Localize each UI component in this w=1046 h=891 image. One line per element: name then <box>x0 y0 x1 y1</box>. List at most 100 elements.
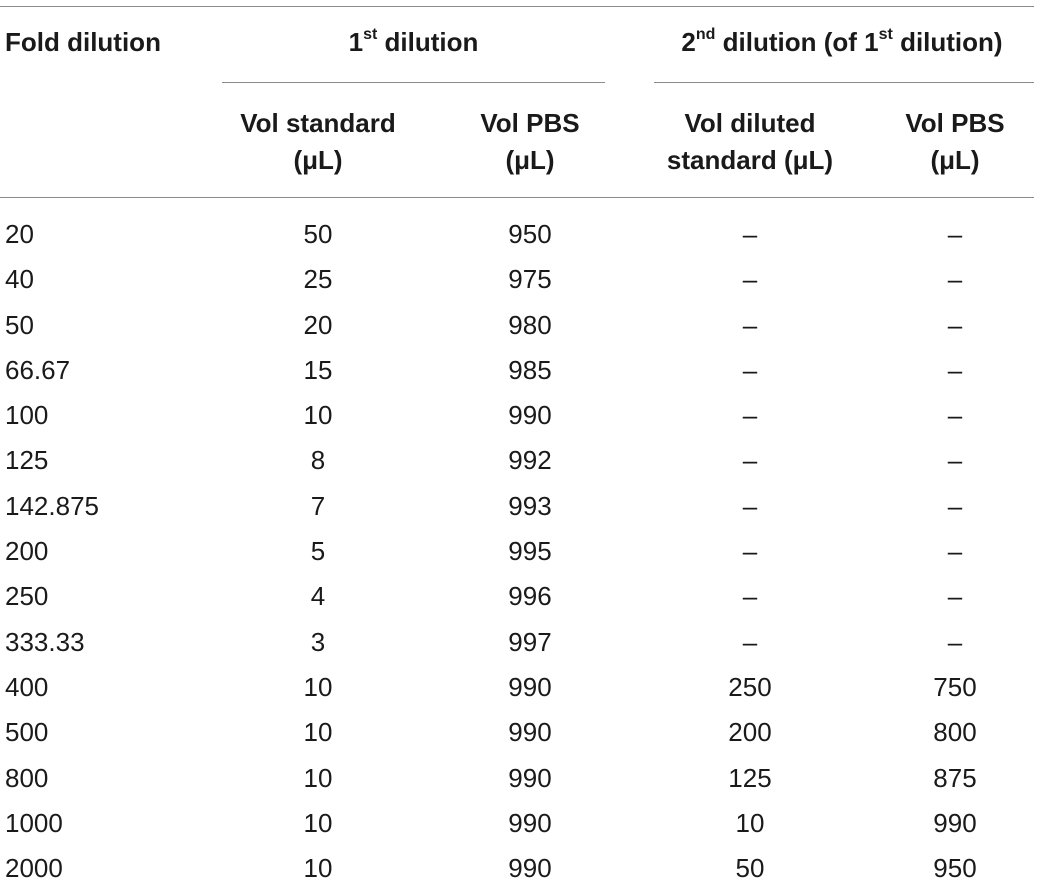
vol-pbs-second-cell: 990 <box>933 807 977 838</box>
table-row: 500 10 990 200 800 <box>0 710 1046 755</box>
fold-dilution-cell: 142.875 <box>5 490 99 521</box>
fold-dilution-cell: 500 <box>5 717 49 748</box>
fold-dilution-cell: 20 <box>5 219 34 249</box>
table-row: 142.875 7 993 – – <box>0 484 1046 529</box>
fold-dilution-cell: 2000 <box>5 853 63 884</box>
vol-pbs-first-cell: 993 <box>508 490 552 521</box>
vol-pbs-second-cell: – <box>947 626 963 657</box>
table-row: 250 4 996 – – <box>0 574 1046 619</box>
vol-pbs-second-cell: – <box>947 309 963 340</box>
vol-diluted-standard-cell: – <box>742 219 758 249</box>
fold-dilution-cell: 333.33 <box>5 626 85 657</box>
vol-pbs-second-cell: – <box>947 219 963 249</box>
vol-diluted-standard-cell: – <box>742 445 758 476</box>
vol-pbs-second-cell: 875 <box>933 762 977 793</box>
vol-pbs-second-cell: 750 <box>933 671 977 702</box>
vol-pbs-first-cell: 980 <box>508 309 552 340</box>
table-row: 66.67 15 985 – – <box>0 348 1046 393</box>
vol-standard-cell: 5 <box>310 536 326 567</box>
table-row: 1000 10 990 10 990 <box>0 801 1046 846</box>
vol-pbs-first-cell: 992 <box>508 445 552 476</box>
fold-dilution-cell: 1000 <box>5 807 63 838</box>
header-vol-pbs-first: Vol PBS (μL) <box>480 108 580 175</box>
vol-pbs-first-cell: 985 <box>508 354 552 385</box>
vol-pbs-first-cell: 990 <box>508 671 552 702</box>
vol-pbs-first-cell: 990 <box>508 853 552 884</box>
vol-diluted-standard-cell: 125 <box>728 762 772 793</box>
vol-pbs-first-cell: 950 <box>508 219 552 249</box>
header-vol-standard: Vol standard (μL) <box>240 108 396 175</box>
vol-pbs-first-cell: 997 <box>508 626 552 657</box>
second-dilution-rule <box>654 82 1034 83</box>
fold-dilution-cell: 40 <box>5 264 34 295</box>
vol-diluted-standard-cell: 10 <box>735 807 765 838</box>
header-fold-dilution: Fold dilution <box>5 27 161 57</box>
vol-pbs-second-cell: 950 <box>933 853 977 884</box>
vol-standard-cell: 10 <box>303 717 333 748</box>
vol-pbs-first-cell: 996 <box>508 581 552 612</box>
vol-pbs-first-cell: 990 <box>508 717 552 748</box>
fold-dilution-cell: 250 <box>5 581 49 612</box>
table-row: 400 10 990 250 750 <box>0 665 1046 710</box>
vol-standard-cell: 50 <box>303 219 333 249</box>
vol-diluted-standard-cell: – <box>742 400 758 431</box>
table-row: 800 10 990 125 875 <box>0 756 1046 801</box>
fold-dilution-cell: 125 <box>5 445 49 476</box>
table-row: 50 20 980 – – <box>0 303 1046 348</box>
vol-pbs-second-cell: – <box>947 445 963 476</box>
vol-standard-cell: 10 <box>303 853 333 884</box>
vol-pbs-first-cell: 975 <box>508 264 552 295</box>
vol-standard-cell: 10 <box>303 400 333 431</box>
table-row: 200 5 995 – – <box>0 529 1046 574</box>
vol-standard-cell: 4 <box>310 581 326 612</box>
fold-dilution-cell: 100 <box>5 400 49 431</box>
fold-dilution-cell: 200 <box>5 536 49 567</box>
vol-pbs-second-cell: – <box>947 536 963 567</box>
vol-pbs-first-cell: 990 <box>508 807 552 838</box>
table-row: 20 50 950 – – <box>0 212 1046 257</box>
vol-pbs-second-cell: 800 <box>933 717 977 748</box>
vol-standard-cell: 10 <box>303 807 333 838</box>
vol-pbs-second-cell: – <box>947 354 963 385</box>
vol-standard-cell: 8 <box>310 445 326 476</box>
header-vol-pbs-second: Vol PBS (μL) <box>905 108 1005 175</box>
vol-standard-cell: 3 <box>310 626 326 657</box>
vol-diluted-standard-cell: – <box>742 626 758 657</box>
fold-dilution-cell: 800 <box>5 762 49 793</box>
table-row: 125 8 992 – – <box>0 438 1046 483</box>
vol-pbs-first-cell: 990 <box>508 400 552 431</box>
vol-diluted-standard-cell: – <box>742 354 758 385</box>
vol-pbs-second-cell: – <box>947 264 963 295</box>
table-row: 333.33 3 997 – – <box>0 620 1046 665</box>
vol-diluted-standard-cell: 250 <box>728 671 772 702</box>
vol-diluted-standard-cell: – <box>742 490 758 521</box>
vol-pbs-second-cell: – <box>947 490 963 521</box>
vol-diluted-standard-cell: – <box>742 264 758 295</box>
top-rule <box>0 6 1034 7</box>
table-row: 40 25 975 – – <box>0 257 1046 302</box>
vol-pbs-second-cell: – <box>947 581 963 612</box>
vol-diluted-standard-cell: – <box>742 309 758 340</box>
fold-dilution-cell: 400 <box>5 671 49 702</box>
first-dilution-rule <box>222 82 605 83</box>
vol-diluted-standard-cell: 200 <box>728 717 772 748</box>
header-second-dilution: 2nd dilution (of 1st dilution) <box>681 26 1003 57</box>
vol-standard-cell: 20 <box>303 309 333 340</box>
vol-diluted-standard-cell: 50 <box>735 853 765 884</box>
header-bottom-rule <box>0 197 1034 198</box>
vol-pbs-first-cell: 995 <box>508 536 552 567</box>
header-first-dilution: 1st dilution <box>348 26 479 57</box>
vol-standard-cell: 25 <box>303 264 333 295</box>
vol-standard-cell: 10 <box>303 762 333 793</box>
vol-standard-cell: 15 <box>303 354 333 385</box>
fold-dilution-cell: 50 <box>5 309 34 340</box>
vol-pbs-second-cell: – <box>947 400 963 431</box>
table-body: 20 50 950 – – 40 25 975 – – 50 20 980 – … <box>0 212 1046 891</box>
vol-diluted-standard-cell: – <box>742 581 758 612</box>
vol-diluted-standard-cell: – <box>742 536 758 567</box>
table-row: 100 10 990 – – <box>0 393 1046 438</box>
table-row: 2000 10 990 50 950 <box>0 846 1046 891</box>
fold-dilution-cell: 66.67 <box>5 354 71 385</box>
vol-pbs-first-cell: 990 <box>508 762 552 793</box>
